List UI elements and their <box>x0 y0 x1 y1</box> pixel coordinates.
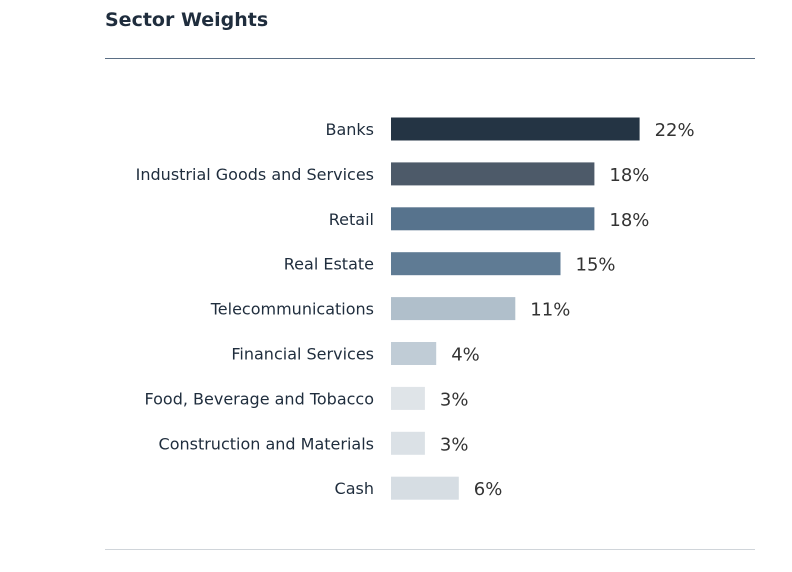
value-label: 6% <box>474 479 503 500</box>
value-label: 15% <box>576 255 616 276</box>
category-label: Telecommunications <box>210 300 374 319</box>
value-label: 18% <box>609 210 649 231</box>
value-label: 22% <box>655 120 695 141</box>
category-label: Real Estate <box>284 255 374 274</box>
value-label: 11% <box>530 300 570 321</box>
bar <box>391 431 425 455</box>
category-label: Cash <box>335 479 374 498</box>
category-label: Food, Beverage and Tobacco <box>144 389 374 408</box>
value-label: 18% <box>609 165 649 186</box>
value-label: 4% <box>451 345 480 366</box>
bar <box>391 386 425 410</box>
chart-title: Sector Weights <box>105 9 269 31</box>
bar <box>391 252 561 276</box>
category-label: Retail <box>329 210 374 229</box>
bottom-divider <box>105 549 755 550</box>
title-divider <box>105 58 755 59</box>
bar <box>391 207 595 231</box>
bar <box>391 476 459 500</box>
category-label: Industrial Goods and Services <box>136 165 374 184</box>
bar <box>391 162 595 186</box>
bar <box>391 117 640 141</box>
category-label: Financial Services <box>231 345 374 364</box>
category-label: Banks <box>325 120 374 139</box>
bar <box>391 342 437 365</box>
value-label: 3% <box>440 389 469 410</box>
value-label: 3% <box>440 434 469 455</box>
bar <box>391 297 516 321</box>
category-label: Construction and Materials <box>159 434 374 453</box>
